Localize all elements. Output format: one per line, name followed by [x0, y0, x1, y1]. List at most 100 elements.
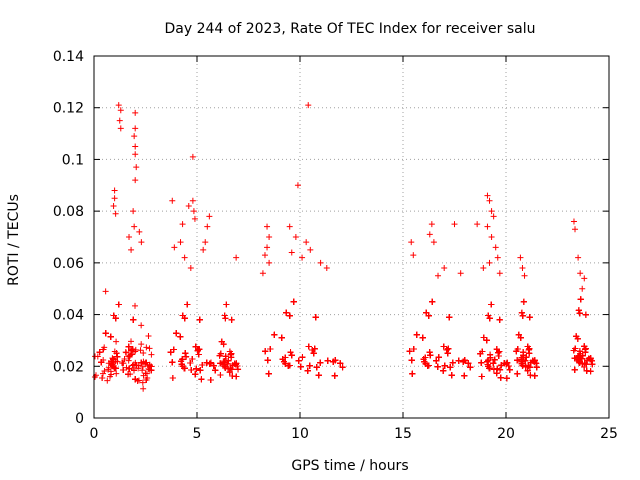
data-point	[427, 352, 434, 359]
data-point	[488, 301, 495, 308]
data-point	[465, 360, 472, 367]
data-point	[178, 358, 185, 365]
data-point	[139, 379, 146, 386]
data-point	[192, 371, 199, 378]
data-point	[267, 345, 274, 352]
data-point	[529, 357, 536, 364]
data-point	[145, 333, 152, 340]
data-point	[207, 376, 214, 383]
data-point	[494, 365, 501, 372]
data-point	[446, 314, 453, 321]
data-point	[181, 315, 188, 322]
data-point	[503, 375, 510, 382]
data-point	[533, 360, 540, 367]
data-point	[306, 362, 313, 369]
data-point	[194, 347, 201, 354]
data-point	[140, 350, 147, 357]
data-point	[222, 356, 229, 363]
data-point	[478, 359, 485, 366]
data-point	[216, 352, 223, 359]
data-point	[518, 309, 525, 316]
data-point	[169, 374, 176, 381]
data-point	[426, 349, 433, 356]
data-point	[125, 353, 132, 360]
data-point	[198, 376, 205, 383]
data-point	[425, 312, 432, 319]
data-point	[121, 355, 128, 362]
data-point	[497, 374, 504, 381]
data-point	[286, 312, 293, 319]
data-point	[295, 357, 302, 364]
data-point	[228, 316, 235, 323]
data-point	[440, 343, 447, 350]
data-point	[271, 331, 278, 338]
data-point	[531, 372, 538, 379]
data-point	[480, 334, 487, 341]
data-point	[128, 351, 135, 358]
data-point	[188, 366, 195, 373]
data-point	[434, 363, 441, 370]
data-point	[223, 301, 230, 308]
data-point	[496, 316, 503, 323]
data-point	[523, 354, 530, 361]
data-point	[485, 312, 492, 319]
data-point	[420, 356, 427, 363]
data-point	[115, 301, 122, 308]
data-point	[108, 358, 115, 365]
data-point	[444, 350, 451, 357]
data-point	[226, 348, 233, 355]
data-point	[235, 366, 242, 373]
data-point	[497, 366, 504, 373]
data-point	[520, 298, 527, 305]
data-point	[278, 334, 285, 341]
data-point	[137, 347, 144, 354]
data-point	[526, 314, 533, 321]
data-point	[483, 337, 490, 344]
data-point	[131, 367, 137, 374]
data-point	[148, 351, 155, 358]
data-point	[524, 343, 531, 350]
data-point	[423, 309, 430, 316]
data-point	[264, 357, 271, 364]
data-point	[132, 302, 139, 309]
data-point	[527, 372, 534, 379]
data-point	[229, 362, 236, 369]
data-point	[125, 371, 132, 378]
data-point	[197, 367, 204, 374]
data-point	[332, 357, 339, 364]
data-point	[167, 349, 174, 356]
data-point	[173, 330, 180, 337]
data-point	[102, 288, 109, 295]
data-point	[339, 364, 346, 371]
data-point	[102, 330, 109, 337]
data-point	[506, 366, 513, 373]
data-point	[182, 350, 189, 357]
data-point	[140, 372, 147, 379]
data-point	[104, 377, 111, 384]
data-point	[286, 362, 293, 369]
data-point	[114, 358, 121, 365]
data-point	[304, 367, 311, 374]
data-point	[514, 370, 521, 377]
data-point	[410, 345, 417, 352]
data-point	[283, 309, 290, 316]
data-point	[297, 363, 304, 370]
data-point	[486, 315, 493, 322]
data-point	[486, 365, 493, 372]
data-point	[440, 367, 447, 374]
data-point	[169, 359, 176, 366]
data-point	[413, 331, 420, 338]
data-point	[135, 377, 142, 384]
data-point	[138, 359, 145, 366]
data-point	[98, 359, 105, 366]
data-point	[183, 353, 190, 360]
data-point	[206, 360, 213, 367]
data-point	[331, 372, 338, 379]
data-point	[533, 364, 540, 371]
data-point	[107, 368, 114, 375]
data-point	[485, 357, 492, 364]
data-point	[519, 312, 526, 319]
data-point	[479, 348, 486, 355]
data-point	[142, 360, 149, 367]
